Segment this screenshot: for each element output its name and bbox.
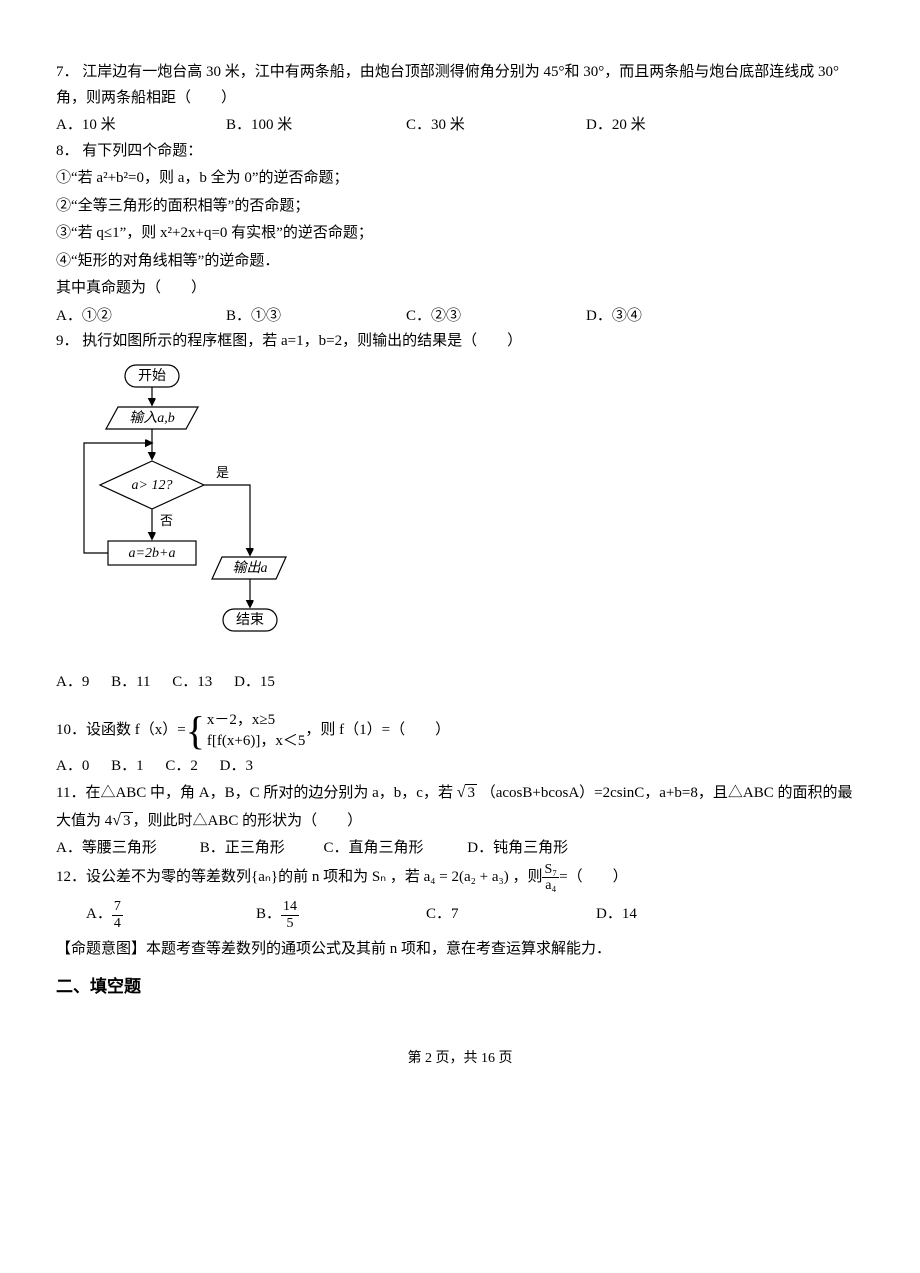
q12-frac-num: S₇	[542, 862, 559, 878]
q11-opt-d: D．钝角三角形	[467, 840, 568, 856]
q8-opt-d: D．③④	[586, 304, 642, 330]
q9-opt-c: C．13	[172, 674, 212, 690]
q12-opt-d: D．14	[596, 899, 766, 931]
q12-a-label: A．	[86, 902, 112, 928]
q11-sqrt3: 3	[465, 784, 477, 801]
q9-flowchart: 开始 输入a,b a> 12? 是 否 a=2b+a 输出a 结束	[70, 359, 864, 669]
q10-piece1: x－2，x≥5	[207, 710, 305, 731]
q7-opt-d: D．20 米	[586, 113, 646, 139]
q12-b-num: 14	[281, 899, 299, 915]
q8-options: A．①② B．①③ C．②③ D．③④	[56, 304, 864, 330]
fc-end-text: 结束	[236, 612, 264, 628]
brace-icon: {	[186, 711, 205, 751]
fc-cond-text: a> 12?	[132, 478, 173, 493]
q10-opt-a: A．0	[56, 758, 89, 774]
q8-opt-c: C．②③	[406, 304, 586, 330]
q11-opt-a: A．等腰三角形	[56, 836, 196, 862]
q8-l3: ②“全等三角形的面积相等”的否命题；	[56, 194, 864, 220]
q8-l4: ③“若 q≤1”，则 x²+2x+q=0 有实根”的逆否命题；	[56, 221, 864, 247]
q10-opt-b: B．1	[111, 758, 144, 774]
q12-b-den: 5	[281, 916, 299, 931]
page-footer: 第 2 页，共 16 页	[56, 1047, 864, 1071]
fc-assign-text: a=2b+a	[129, 546, 176, 561]
sqrt-icon-1: 3	[457, 779, 477, 807]
sqrt-icon-2: 3	[112, 807, 132, 835]
q10-opt-c: C．2	[165, 758, 198, 774]
q9-stem: 9． 执行如图所示的程序框图，若 a=1，b=2，则输出的结果是（ ）	[56, 329, 864, 355]
fc-output-text: 输出a	[233, 560, 268, 576]
q8-opt-b: B．①③	[226, 304, 406, 330]
q10-piece2: f[f(x+6)]，x＜5	[207, 731, 305, 752]
q12-analysis: 【命题意图】本题考查等差数列的通项公式及其前 n 项和，意在考查运算求解能力．	[56, 937, 864, 963]
q12-frac: S₇ a₄	[542, 862, 559, 894]
q12-a-den: 4	[112, 916, 123, 931]
q7-opt-a: A．10 米	[56, 113, 226, 139]
q12-p2: 的前 n 项和为 Sₙ ，若 a₄ = 2(a₂ + a₃) ，则	[278, 865, 542, 891]
q11-sqrt3b: 3	[121, 812, 133, 829]
q7-opt-b: B．100 米	[226, 113, 406, 139]
q12-b-label: B．	[256, 902, 281, 928]
q12-p3: =（ ）	[559, 865, 627, 891]
q11-p1: 11．在△ABC 中，角 A，B，C 所对的边分别为 a，b，c，若	[56, 785, 453, 801]
q12-frac-den: a₄	[542, 878, 559, 893]
fc-start-text: 开始	[138, 368, 166, 384]
q12-opt-b: B． 14 5	[256, 899, 426, 931]
q11-opt-c: C．直角三角形	[324, 836, 464, 862]
q9-options: A．9 B．11 C．13 D．15	[56, 670, 864, 696]
q12-options: A． 7 4 B． 14 5 C．7 D．14	[86, 899, 864, 931]
q10-piecewise: { x－2，x≥5 f[f(x+6)]，x＜5	[186, 710, 306, 752]
q9-opt-b: B．11	[111, 674, 150, 690]
fc-input-text: 输入a,b	[129, 410, 175, 426]
q11-p3: ，则此时△ABC 的形状为（ ）	[133, 813, 363, 829]
q8-l5: ④“矩形的对角线相等”的逆命题．	[56, 249, 864, 275]
fc-no-label: 否	[160, 513, 173, 528]
q11-options: A．等腰三角形 B．正三角形 C．直角三角形 D．钝角三角形	[56, 836, 864, 862]
q8-l1: 8． 有下列四个命题：	[56, 139, 864, 165]
q12-a-num: 7	[112, 899, 123, 915]
q9-opt-d: D．15	[234, 674, 275, 690]
q8-opt-a: A．①②	[56, 304, 226, 330]
q12-opt-c: C．7	[426, 899, 596, 931]
q7-options: A．10 米 B．100 米 C．30 米 D．20 米	[56, 113, 864, 139]
fc-yes-label: 是	[216, 465, 229, 480]
q12: 12．设公差不为零的等差数列 {aₙ} 的前 n 项和为 Sₙ ，若 a₄ = …	[56, 862, 864, 894]
section-2-title: 二、填空题	[56, 973, 864, 1002]
q12-seq: {aₙ}	[251, 865, 278, 891]
q8-l2: ①“若 a²+b²=0，则 a，b 全为 0”的逆否命题；	[56, 166, 864, 192]
q10-options: A．0 B．1 C．2 D．3	[56, 754, 864, 780]
q7-stem: 7． 江岸边有一炮台高 30 米，江中有两条船，由炮台顶部测得俯角分别为 45°…	[56, 60, 864, 111]
q12-p1: 12．设公差不为零的等差数列	[56, 865, 251, 891]
q11-opt-b: B．正三角形	[200, 836, 320, 862]
q10-lead: 10．设函数 f（x）=	[56, 718, 186, 744]
q12-opt-a: A． 7 4	[86, 899, 256, 931]
q9-opt-a: A．9	[56, 674, 89, 690]
q10-opt-d: D．3	[220, 758, 253, 774]
q8-l6: 其中真命题为（ ）	[56, 276, 864, 302]
q10: 10．设函数 f（x）= { x－2，x≥5 f[f(x+6)]，x＜5 ，则 …	[56, 710, 864, 752]
q11: 11．在△ABC 中，角 A，B，C 所对的边分别为 a，b，c，若 3 （ac…	[56, 779, 864, 834]
q10-tail: ，则 f（1）=（ ）	[305, 718, 450, 744]
q7-opt-c: C．30 米	[406, 113, 586, 139]
